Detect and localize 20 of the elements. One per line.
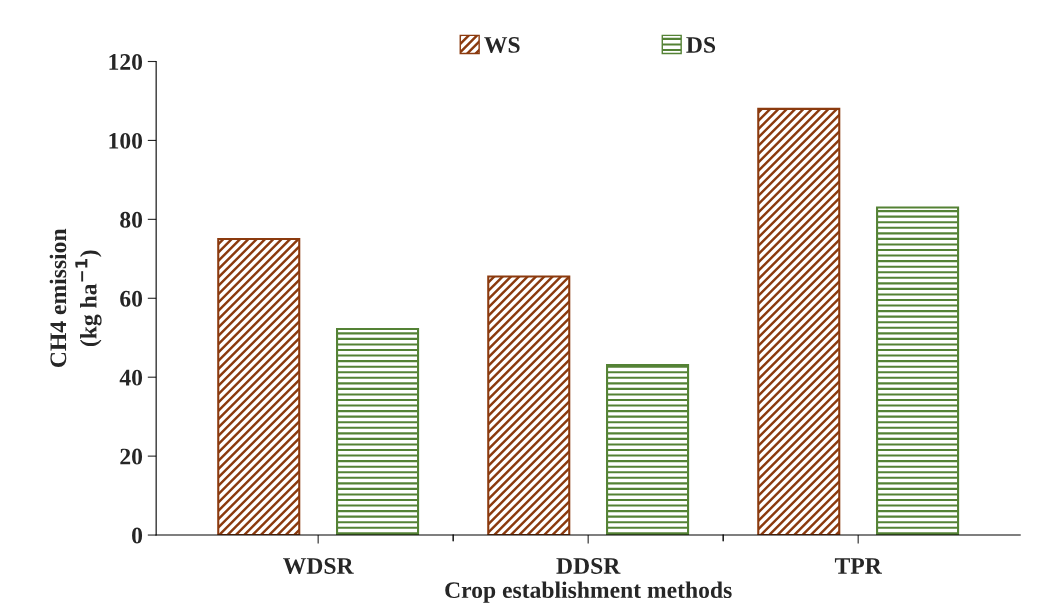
legend-label: DS xyxy=(686,37,716,53)
bar xyxy=(487,275,571,536)
y-axis-title: CH4 emission (kg ha$^{−1}$) xyxy=(49,228,102,367)
y-tick-label: 40 xyxy=(119,369,143,386)
y-tick-label: 20 xyxy=(120,448,143,465)
bar xyxy=(217,238,301,536)
x-axis-title: Crop establishment methods xyxy=(445,581,732,603)
y-tick-label: 100 xyxy=(109,132,143,149)
x-tick-label: WDSR xyxy=(283,558,354,575)
x-tick-label: TPR xyxy=(834,558,882,574)
y-tick-label: 80 xyxy=(120,211,143,228)
y-tick-label: 60 xyxy=(120,290,143,307)
bar xyxy=(336,328,420,536)
bar xyxy=(757,107,841,536)
x-tick-label: DDSR xyxy=(556,558,621,574)
bar xyxy=(606,363,690,536)
legend-label: WS xyxy=(484,37,520,53)
bar xyxy=(876,206,960,536)
y-tick-label: 0 xyxy=(132,527,143,544)
y-tick-label: 120 xyxy=(109,53,143,70)
